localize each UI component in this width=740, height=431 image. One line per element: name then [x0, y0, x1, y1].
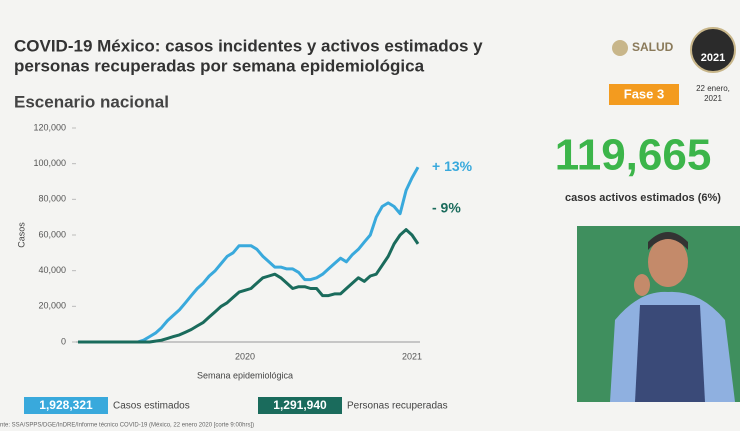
- phase-badge: [609, 84, 679, 105]
- y-tick-label: 120,000: [33, 122, 66, 132]
- footer: nte: SSA/SPPS/DGE/InDRE/Informe técnico …: [0, 423, 254, 429]
- legend-total: 1,291,940: [273, 398, 327, 412]
- y-tick-label: 40,000: [38, 265, 66, 275]
- x-tick-label: 2020: [235, 351, 255, 361]
- subtitle: Escenario nacional: [14, 92, 169, 111]
- salud-logo: SALUD: [632, 40, 674, 54]
- x-axis-label: Semana epidemiológica: [197, 370, 293, 380]
- head: [648, 237, 688, 287]
- date: 22 enero,: [696, 84, 730, 93]
- y-tick-label: 80,000: [38, 194, 66, 204]
- legend-label: Casos estimados: [113, 401, 190, 412]
- y-tick-label: 20,000: [38, 301, 66, 311]
- date: 2021: [704, 94, 722, 103]
- annotation: - 9%: [432, 200, 461, 216]
- interpreter-video: [577, 226, 740, 402]
- title: personas recuperadas por semana epidemio…: [14, 56, 425, 75]
- y-axis-label: Casos: [16, 222, 26, 248]
- y-tick-label: 60,000: [38, 229, 66, 239]
- hand: [634, 274, 650, 296]
- kpi-label: casos activos estimados (6%): [565, 192, 721, 204]
- salud-emblem: [612, 40, 628, 56]
- x-tick-label: 2021: [402, 351, 422, 361]
- legend-total: 1,928,321: [39, 398, 93, 412]
- hair: [648, 232, 688, 250]
- title: COVID-19 México: casos incidentes y acti…: [14, 36, 483, 55]
- year-logo-text: 2021: [701, 52, 725, 64]
- y-tick-label: 100,000: [33, 158, 66, 168]
- kpi-value: 119,665: [555, 131, 712, 180]
- year-logo: [690, 27, 736, 73]
- legend-total-box: [258, 397, 342, 414]
- legend-total-box: [24, 397, 108, 414]
- phase-text: Fase 3: [624, 86, 664, 101]
- annotation: + 13%: [432, 158, 473, 174]
- series-line: [78, 228, 420, 344]
- legend-label: Personas recuperadas: [347, 401, 448, 412]
- y-tick-label: 0: [61, 336, 66, 346]
- vest: [635, 305, 705, 402]
